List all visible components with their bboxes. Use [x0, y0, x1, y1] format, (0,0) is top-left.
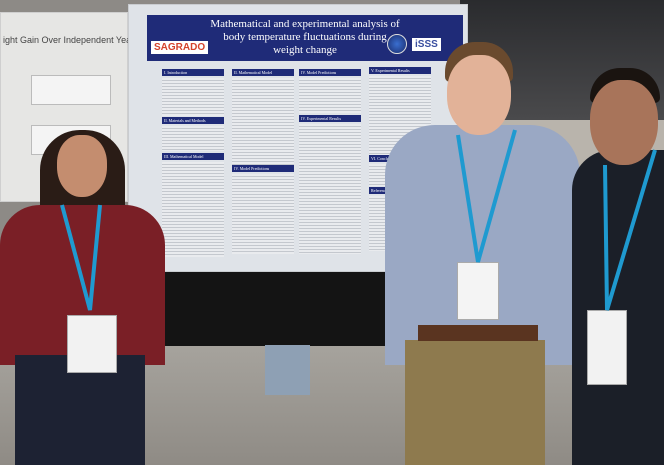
face [447, 55, 511, 135]
lanyard [603, 149, 657, 311]
background-person-legs [265, 345, 310, 395]
left-poster-title: ight Gain Over Independent Years [3, 35, 139, 45]
name-badge [67, 315, 117, 373]
poster-section-heading: V. Experimental Results [369, 67, 431, 74]
poster-text-block [232, 78, 294, 168]
isss-logo: iSSS [412, 38, 441, 51]
name-badge [457, 262, 499, 320]
poster-section-heading: III. Mathematical Model [162, 153, 224, 160]
poster-section-heading: IV. Experimental Results [299, 115, 361, 122]
poster-board [148, 262, 393, 346]
poster-text-block [162, 126, 224, 151]
poster-text-block [299, 78, 361, 113]
name-badge [587, 310, 627, 385]
poster-text-block [162, 78, 224, 116]
dark-shirt [572, 150, 664, 465]
poster-section-heading: II. Materials and Methods [162, 117, 224, 124]
poster-section-heading: IV. Model Predictions [299, 69, 361, 76]
sagrado-logo: SAGRADO [151, 41, 209, 54]
lanyard [456, 129, 517, 263]
poster-text-block [299, 124, 361, 254]
poster-text-block [232, 174, 294, 254]
poster-section-heading: IV. Model Predictions [232, 165, 294, 172]
face [590, 80, 658, 165]
belt [418, 325, 538, 341]
main-poster: Mathematical and experimental analysis o… [128, 4, 468, 272]
poster-text-block [162, 162, 224, 257]
poster-section-heading: II. Mathematical Model [232, 69, 294, 76]
khaki-pants [405, 340, 545, 465]
face [57, 135, 107, 197]
left-poster-chart [31, 75, 111, 105]
dark-pants [15, 355, 145, 465]
lanyard [60, 204, 102, 311]
poster-section-heading: I. Introduction [162, 69, 224, 76]
nsf-logo-icon [387, 34, 407, 54]
poster-title: Mathematical and experimental analysis o… [210, 18, 400, 57]
